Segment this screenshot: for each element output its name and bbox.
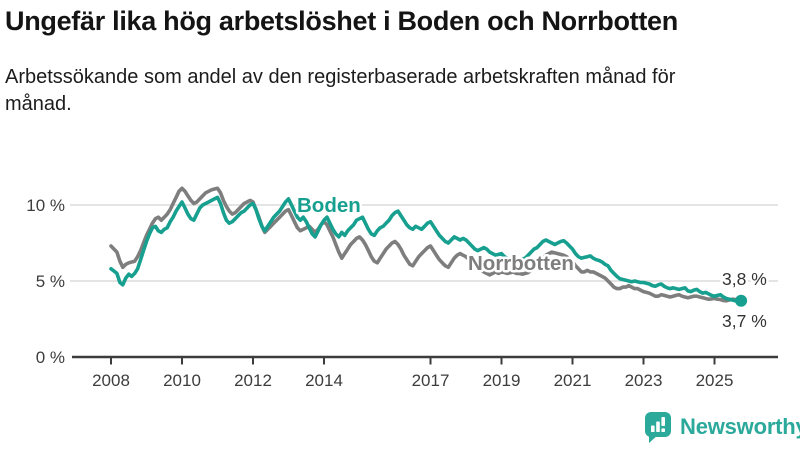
latest-value-label-boden: 3,7 % [722, 311, 767, 331]
x-axis-label-2010: 2010 [163, 371, 201, 390]
grid-layer [70, 204, 778, 282]
y-axis-label-10: 10 % [26, 196, 65, 215]
x-axis-label-2012: 2012 [234, 371, 272, 390]
x-axis-label-2023: 2023 [625, 371, 663, 390]
series-line-norrbotten [109, 186, 743, 303]
latest-value-label-norrbotten: 3,8 % [722, 269, 767, 289]
newsworthy-brand-text: Newsworthy [680, 414, 800, 439]
x-axis-label-2014: 2014 [305, 371, 343, 390]
series-line-boden [109, 195, 743, 303]
end-dot-boden [735, 294, 748, 307]
x-axis-label-2017: 2017 [412, 371, 450, 390]
newsworthy-logo: Newsworthy [644, 411, 800, 443]
x-axis-label-2008: 2008 [92, 371, 130, 390]
series-layer [109, 186, 748, 307]
x-axis [72, 355, 778, 365]
x-axis-label-2021: 2021 [554, 371, 592, 390]
chart-annotations: 0 % 5 % 10 % 2008 2010 2012 2014 2017 2019 2021 20… [26, 192, 769, 391]
x-axis-label-2025: 2025 [696, 371, 734, 390]
series-label-boden: Boden [297, 194, 361, 217]
bar-chart-speech-bubble-icon [645, 412, 671, 443]
series-label-norrbotten: Norrbotten [468, 252, 574, 275]
y-axis-label-0: 0 % [36, 348, 65, 367]
x-axis-label-2019: 2019 [483, 371, 521, 390]
page-title: Ungefär lika hög arbetslöshet i Boden oc… [5, 6, 678, 36]
y-axis-label-5: 5 % [36, 272, 65, 291]
chart-subtitle: Arbetssökande som andel av den registerb… [5, 66, 676, 115]
